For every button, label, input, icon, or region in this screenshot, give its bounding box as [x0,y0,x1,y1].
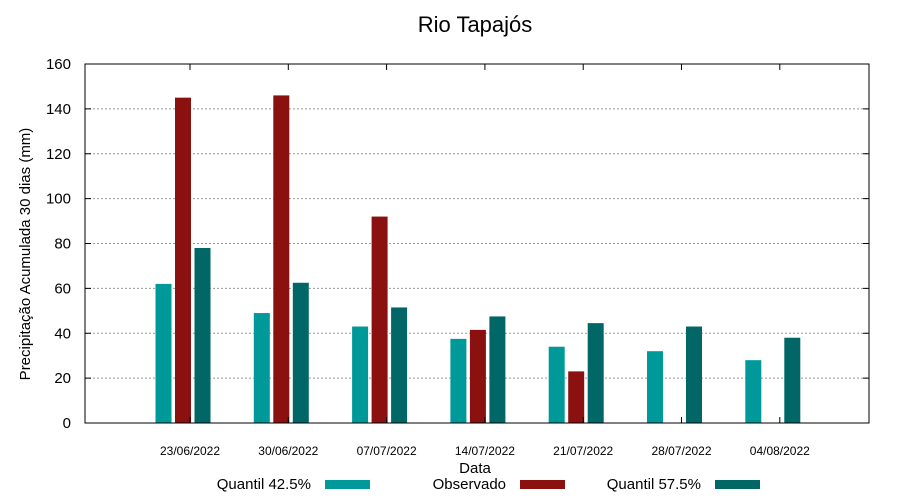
legend-swatch [325,480,370,489]
bar-quantil-57 [784,337,801,423]
bar-observado [175,97,191,423]
y-axis-ticks: 0 20 40 60 80 100 120 140 160 [46,56,869,432]
bar-quantil-42 [647,351,663,423]
y-axis-label: Precipitação Acumulada 30 dias (mm) [17,128,34,381]
bar-quantil-42 [548,346,565,423]
bar-quantil-57 [292,282,309,423]
bar-observado [568,371,585,423]
bar-quantil-57 [194,247,211,423]
legend-label: Quantil 57.5% [607,476,701,493]
bar-quantil-57 [686,326,702,423]
bar-observado [371,216,388,423]
y-tick-label: 40 [54,325,71,342]
legend-item: Quantil 42.5% [217,476,370,493]
x-tick-label: 21/07/2022 [553,444,613,458]
plot-frame [84,63,870,424]
x-tick-label: 30/06/2022 [258,444,318,458]
y-tick-label: 100 [46,191,71,208]
y-tick-label: 120 [46,146,71,163]
x-tick-label: 14/07/2022 [455,444,515,458]
x-axis-label: Data [459,460,491,477]
x-tick-label: 23/06/2022 [160,444,220,458]
x-tick-label: 07/07/2022 [357,444,417,458]
y-tick-label: 140 [46,101,71,118]
legend-item: Quantil 57.5% [607,476,760,493]
y-tick-label: 60 [54,280,71,297]
y-tick-label: 20 [54,370,71,387]
legend: Quantil 42.5% Observado Quantil 57.5% [217,476,760,493]
y-tick-label: 160 [46,56,71,73]
y-tick-label: 0 [63,415,71,432]
y-tick-label: 80 [54,236,71,253]
bar-quantil-42 [745,360,762,423]
bar-quantil-42 [450,338,467,423]
bar-quantil-57 [489,316,506,423]
x-tick-label: 28/07/2022 [651,444,711,458]
legend-label: Observado [433,476,506,493]
x-axis-ticks: 23/06/2022 30/06/2022 07/07/2022 14/07/2022… [160,64,810,458]
bar-quantil-57 [587,323,604,423]
chart-title: Rio Tapajós [418,12,533,37]
bars [155,95,801,423]
bar-observado [273,95,290,423]
bar-observado [469,329,486,423]
legend-swatch [715,480,760,489]
legend-item: Observado [433,476,565,493]
x-tick-label: 04/08/2022 [750,444,810,458]
bar-quantil-42 [155,283,172,423]
legend-swatch [520,480,565,489]
bar-quantil-57 [391,307,408,423]
legend-label: Quantil 42.5% [217,476,311,493]
bar-quantil-42 [253,313,270,423]
bar-quantil-42 [352,326,369,423]
